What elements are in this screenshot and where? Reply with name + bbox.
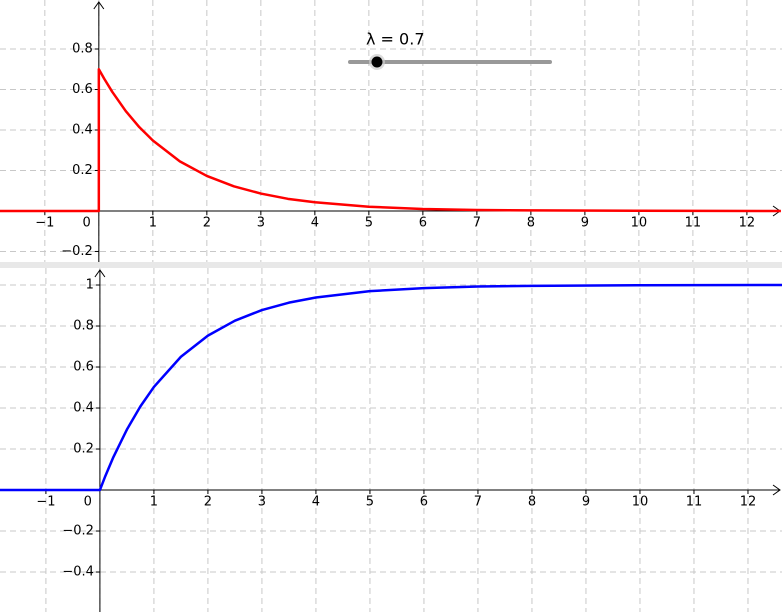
slider-label: λ = 0.7 xyxy=(366,30,425,49)
y-tick-label: 0.2 xyxy=(73,442,94,457)
y-axis-arrow xyxy=(94,269,106,278)
y-axis-arrow xyxy=(93,1,105,10)
x-tick-label: 6 xyxy=(420,495,428,510)
x-tick-label: 0 xyxy=(84,495,92,510)
x-tick-label: 10 xyxy=(632,495,649,510)
y-tick-label: 0.6 xyxy=(73,360,94,375)
y-tick-label: −0.2 xyxy=(61,244,93,259)
x-tick-label: 10 xyxy=(631,215,648,230)
x-tick-label: 8 xyxy=(528,495,536,510)
y-tick-label: −0.2 xyxy=(62,524,94,539)
x-tick-label: 12 xyxy=(739,215,756,230)
y-tick-label: 0.2 xyxy=(72,163,93,178)
y-tick-label: 0.8 xyxy=(72,41,93,56)
curve xyxy=(0,68,781,213)
y-tick-label: 1 xyxy=(86,278,94,293)
x-tick-label: 6 xyxy=(419,215,427,230)
x-tick-label: 3 xyxy=(258,495,266,510)
y-tick-label: 0.4 xyxy=(73,401,94,416)
x-tick-label: 8 xyxy=(527,215,535,230)
x-tick-label: 2 xyxy=(204,495,212,510)
x-tick-label: 11 xyxy=(686,495,703,510)
x-tick-label: 7 xyxy=(473,215,481,230)
x-tick-label: 4 xyxy=(311,215,319,230)
x-tick-label: 1 xyxy=(150,495,158,510)
x-tick-label: 9 xyxy=(582,495,590,510)
y-tick-label: 0.6 xyxy=(72,82,93,97)
y-tick-label: −0.4 xyxy=(62,565,94,580)
plot: −1 0 1 2 3 4 5 6 7 8 9 10 11 12−0.20.20.40.60.8 xyxy=(0,0,782,262)
y-tick-label: 0.4 xyxy=(72,122,93,137)
curve xyxy=(0,283,782,492)
x-tick-label: 1 xyxy=(149,215,157,230)
x-tick-label: 12 xyxy=(740,495,757,510)
x-tick-label: 5 xyxy=(365,215,373,230)
x-tick-label: 2 xyxy=(203,215,211,230)
x-tick-label: 3 xyxy=(257,215,265,230)
plot: −1 0 1 2 3 4 5 6 7 8 9 10 11 12−0.4−0.20.20.40.60.81 xyxy=(0,268,782,612)
x-tick-label: 9 xyxy=(581,215,589,230)
x-tick-label: −1 xyxy=(35,215,54,230)
x-tick-label: −1 xyxy=(36,495,55,510)
y-tick-label: 0.8 xyxy=(73,319,94,334)
x-tick-label: 4 xyxy=(312,495,320,510)
x-tick-label: 5 xyxy=(366,495,374,510)
slider-knob[interactable] xyxy=(371,56,383,68)
slider[interactable]: λ = 0.7 xyxy=(348,30,552,71)
x-tick-label: 7 xyxy=(474,495,482,510)
x-axis-arrow xyxy=(772,484,781,496)
x-tick-label: 11 xyxy=(685,215,702,230)
x-tick-label: 0 xyxy=(83,215,91,230)
panel-divider xyxy=(0,262,782,268)
